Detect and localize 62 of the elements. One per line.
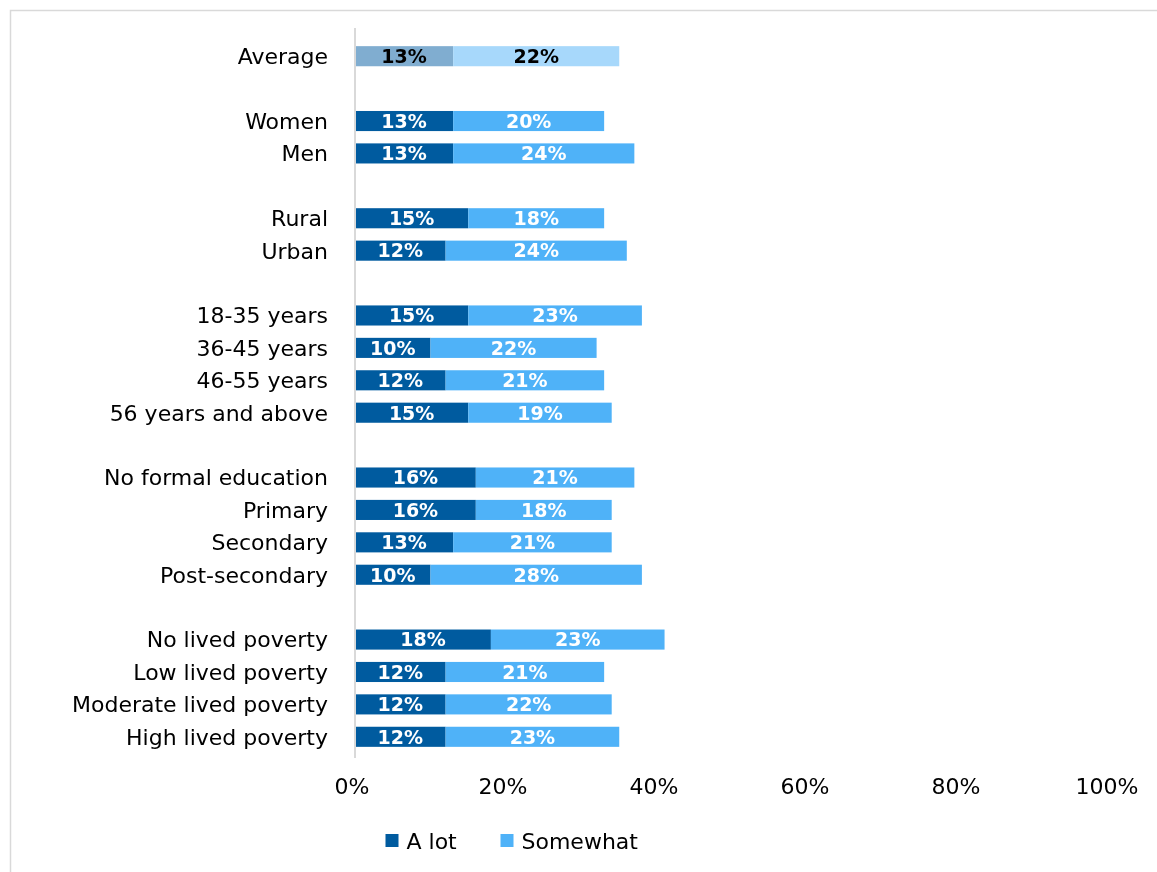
data-label: 21% — [509, 531, 556, 554]
legend-label: A lot — [406, 828, 458, 854]
data-label: 15% — [388, 401, 435, 424]
y-tick-label: No formal education — [104, 465, 328, 491]
data-label: 24% — [513, 239, 559, 262]
y-tick-label: 36-45 years — [196, 335, 328, 361]
y-tick-label: Urban — [261, 238, 328, 264]
data-label: 13% — [381, 531, 427, 554]
data-label: 12% — [377, 725, 424, 748]
data-label: 21% — [502, 660, 548, 683]
y-tick-label: High lived poverty — [126, 724, 328, 750]
data-label: 12% — [377, 239, 424, 262]
data-label: 22% — [505, 693, 552, 716]
data-label: 23% — [532, 304, 578, 327]
data-label: 12% — [377, 693, 424, 716]
x-tick-label: 60% — [780, 773, 830, 799]
data-label: 10% — [370, 336, 416, 359]
y-tick-label: Women — [245, 108, 328, 134]
data-label: 21% — [502, 369, 548, 392]
data-label: 18% — [521, 498, 567, 521]
y-tick-label: Secondary — [211, 530, 328, 556]
y-tick-label: Moderate lived poverty — [71, 692, 328, 718]
data-label: 18% — [400, 628, 446, 651]
data-label: 24% — [521, 142, 567, 165]
data-label: 15% — [388, 207, 435, 230]
x-tick-label: 0% — [334, 773, 370, 799]
data-label: 22% — [490, 336, 537, 359]
x-tick-label: 80% — [931, 773, 981, 799]
data-label: 22% — [513, 45, 559, 68]
y-tick-label: Rural — [271, 206, 328, 232]
y-tick-label: Average — [237, 44, 328, 70]
data-label: 16% — [392, 466, 439, 489]
y-tick-label: 18-35 years — [196, 303, 328, 329]
y-tick-label: No lived poverty — [146, 627, 328, 653]
data-label: 15% — [388, 304, 435, 327]
data-label: 19% — [517, 401, 563, 424]
data-label: 12% — [377, 369, 424, 392]
data-label: 28% — [513, 563, 559, 586]
data-label: 13% — [381, 45, 427, 68]
data-label: 12% — [377, 660, 424, 683]
bar — [468, 305, 642, 326]
data-label: 16% — [392, 498, 439, 521]
data-label: 13% — [381, 109, 427, 132]
data-label: 13% — [381, 142, 427, 165]
data-label: 23% — [554, 628, 601, 651]
y-tick-label: Primary — [242, 497, 328, 523]
y-tick-label: Men — [281, 141, 328, 167]
data-label: 20% — [505, 109, 552, 132]
data-label: 23% — [509, 725, 556, 748]
y-tick-label: 46-55 years — [196, 368, 328, 394]
y-tick-label: Low lived poverty — [133, 659, 328, 685]
x-tick-label: 100% — [1075, 773, 1139, 799]
x-tick-label: 40% — [629, 773, 679, 799]
legend-label: Somewhat — [521, 828, 639, 854]
bar — [430, 564, 642, 585]
data-label: 18% — [513, 207, 559, 230]
y-tick-label: Post-secondary — [160, 562, 328, 588]
x-tick-label: 20% — [478, 773, 528, 799]
bar — [475, 467, 635, 488]
data-label: 10% — [370, 563, 416, 586]
data-label: 21% — [532, 466, 578, 489]
y-tick-label: 56 years and above — [109, 400, 328, 426]
